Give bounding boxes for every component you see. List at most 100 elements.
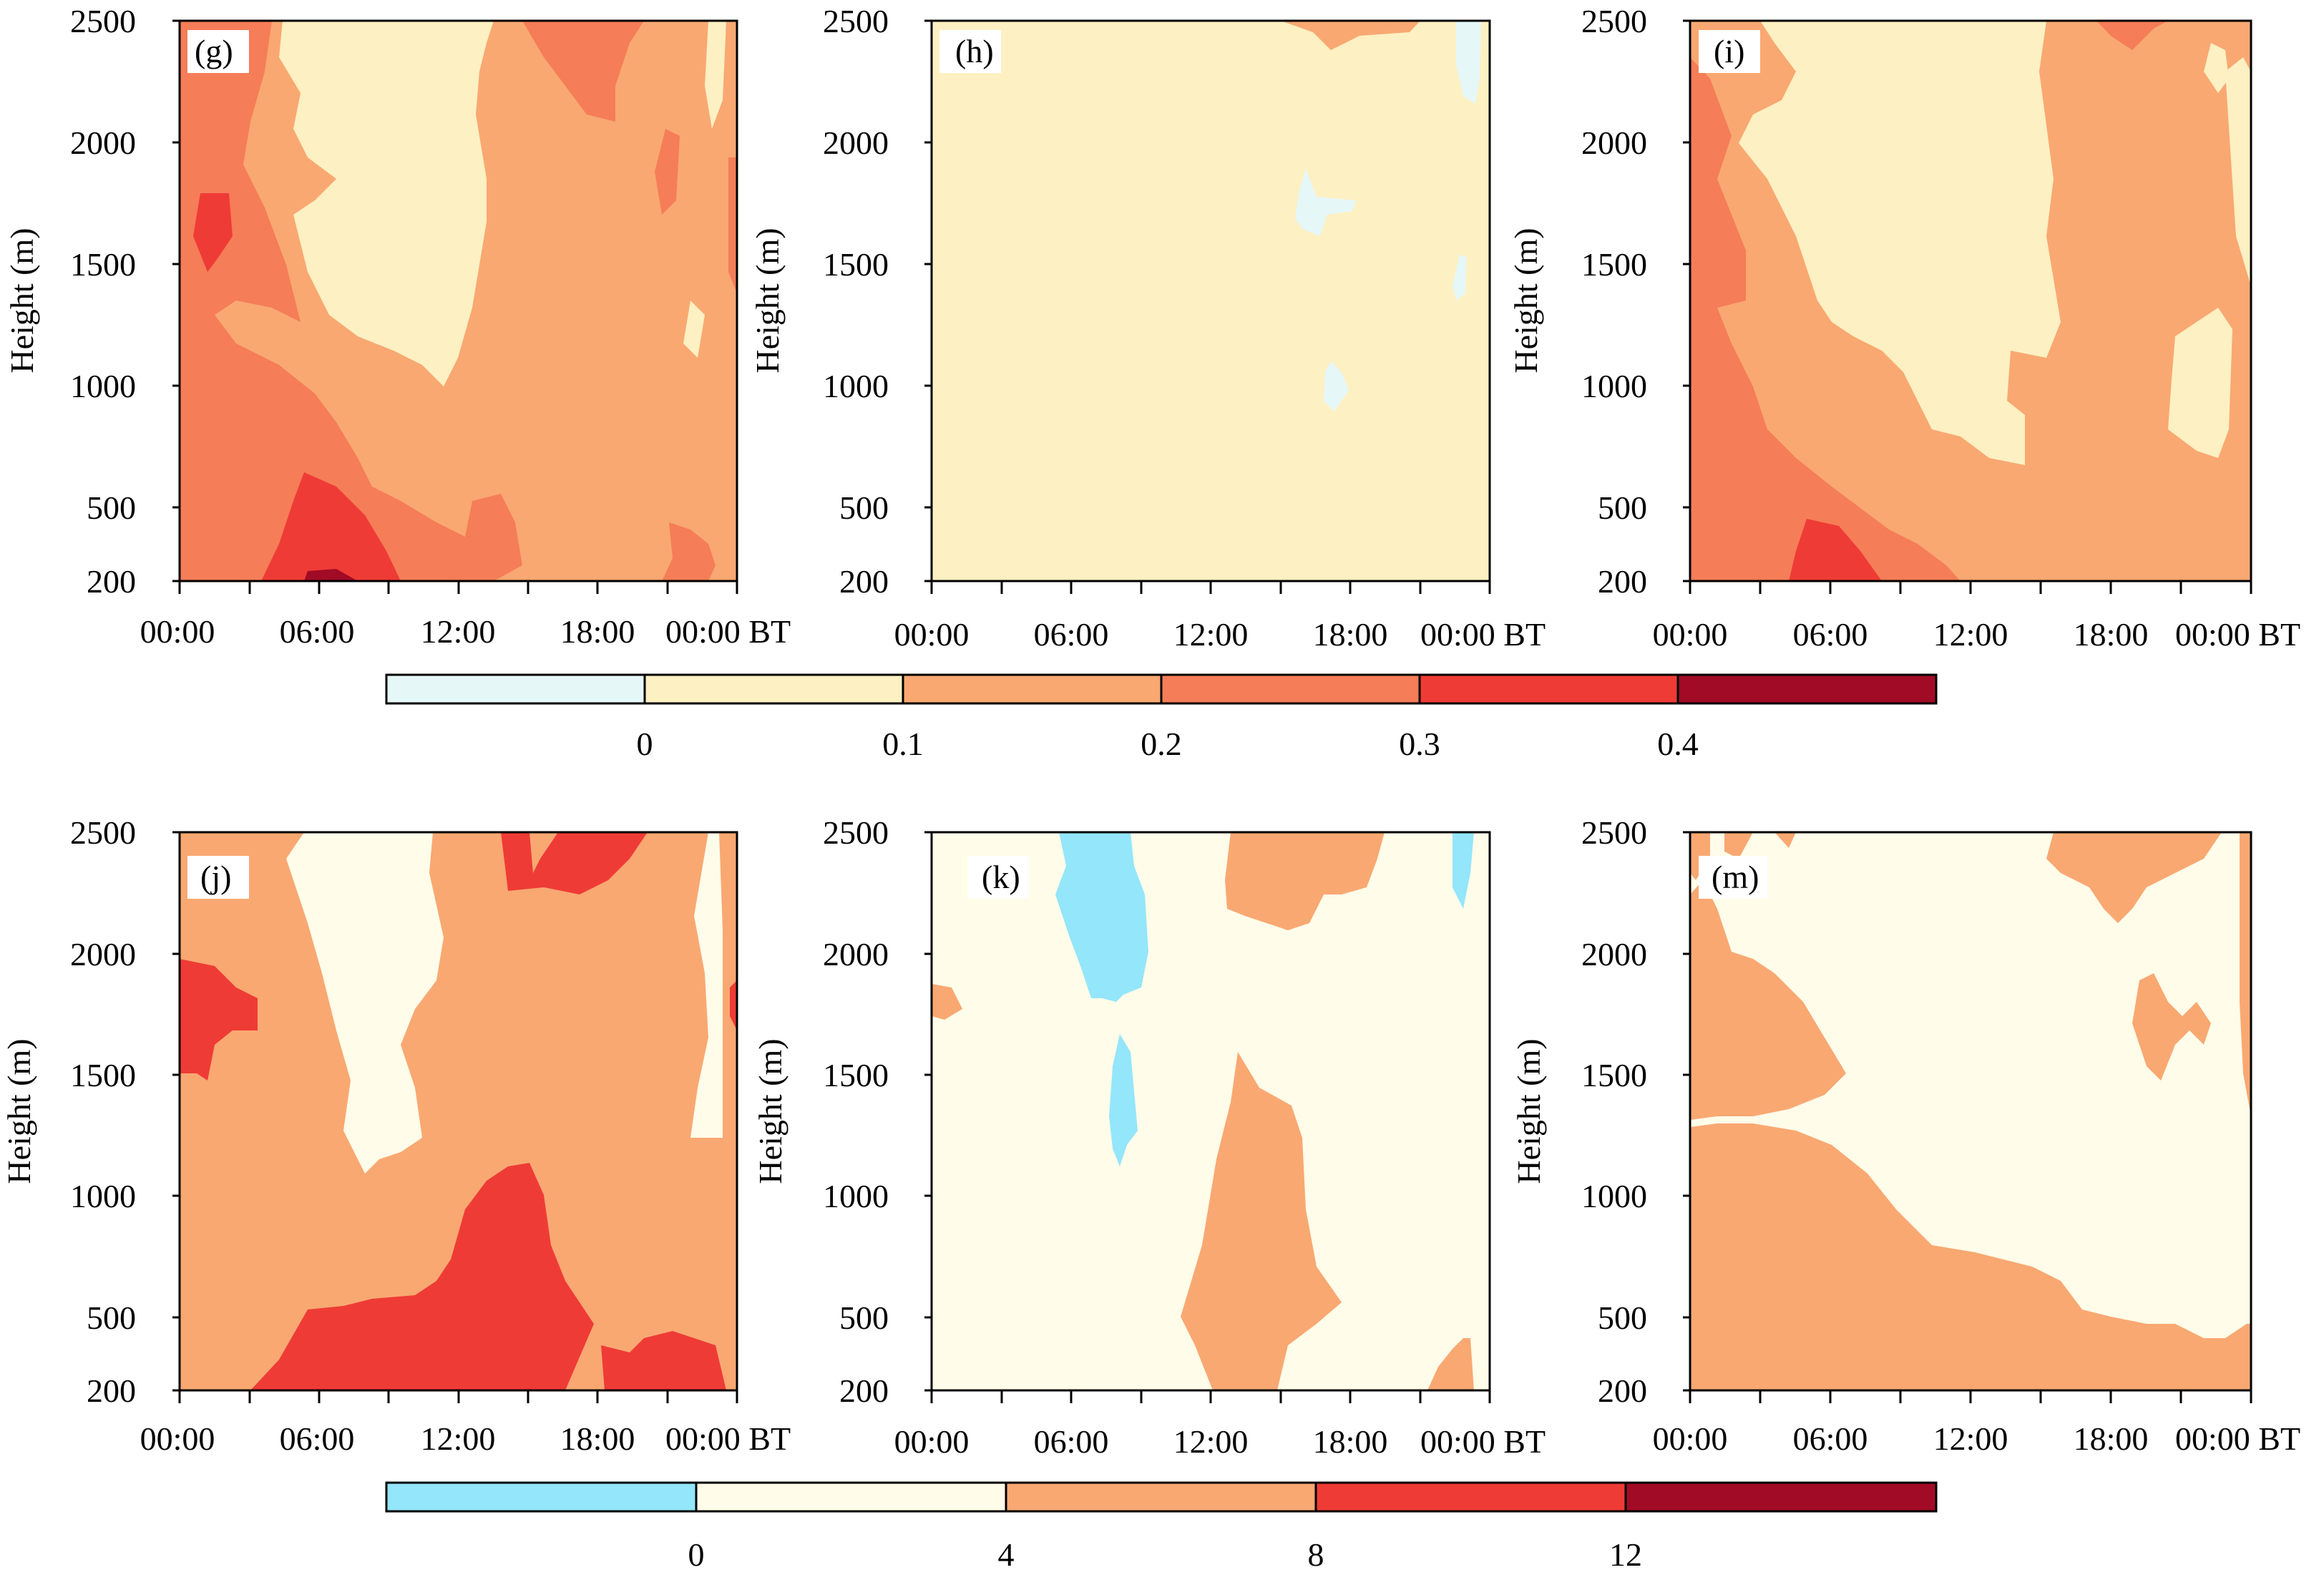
x-tick-label: 00:00 [894, 616, 970, 653]
y-axis-label: Height (m) [749, 228, 786, 373]
x-tick-label: 12:00 [1933, 1420, 2008, 1457]
x-tick-label: 00:00 [1653, 616, 1728, 653]
colorbar-label: 12 [1609, 1536, 1642, 1573]
region-fill [2240, 832, 2251, 1116]
x-axis: 00:00 06:00 12:00 18:00 00:00 BT [894, 581, 1546, 653]
panel-label-box [187, 856, 249, 899]
x-tick-label: 12:00 [1173, 616, 1249, 653]
x-axis: 00:00 06:00 12:00 18:00 00:00 BT [140, 581, 791, 650]
region-fill [728, 157, 737, 293]
region-fill [1789, 519, 1882, 581]
y-axis: 2500 2000 1500 1000 500 200 Height (m) [749, 3, 932, 600]
panel-j: (j) 2500 2000 1500 1000 500 200 Height (… [1, 814, 791, 1457]
region-fill [1690, 880, 1846, 1120]
region-fill [2168, 308, 2232, 458]
x-tick-label: 18:00 [560, 613, 635, 650]
y-axis-label: Height (m) [752, 1038, 788, 1184]
y-tick-label: 200 [87, 1372, 136, 1409]
y-tick-label: 1500 [823, 1057, 889, 1093]
colorbar-label: 4 [998, 1536, 1015, 1573]
region-fill [1181, 1052, 1342, 1390]
colorbar-swatch [1005, 1481, 1317, 1513]
x-tick-label: 00:00 [140, 1420, 215, 1457]
x-tick-label: 18:00 [1313, 616, 1388, 653]
y-tick-label: 2000 [823, 936, 889, 972]
y-tick-label: 1500 [70, 1057, 136, 1093]
region-fill [286, 832, 444, 1174]
y-tick-label: 2500 [70, 3, 136, 39]
region-fill [2096, 21, 2168, 50]
y-tick-label: 1500 [1581, 246, 1647, 283]
x-tick-label: 18:00 [560, 1420, 635, 1457]
x-axis: 00:00 06:00 12:00 18:00 00:00 BT [140, 1390, 791, 1457]
region-fill [1452, 832, 1474, 909]
x-tick-label: 00:00 [894, 1423, 970, 1460]
region-fill [180, 959, 258, 1081]
colorbar-label: 0.2 [1141, 726, 1182, 762]
x-tick-label: 18:00 [1313, 1423, 1388, 1460]
y-tick-label: 200 [839, 1372, 889, 1409]
x-tick-label: 06:00 [1793, 616, 1868, 653]
x-tick-label: 12:00 [421, 1420, 496, 1457]
y-axis: 2500 2000 1500 1000 500 200 Height (m) [1510, 814, 1690, 1409]
y-tick-label: 2000 [70, 936, 136, 972]
region-fill [1690, 1123, 2251, 1390]
colorbar-swatch [1160, 673, 1421, 705]
region-fill [662, 522, 716, 581]
panel-label-box [1699, 856, 1767, 899]
colorbar-label: 8 [1308, 1536, 1324, 1573]
region-fill [501, 832, 648, 894]
region-fill [1225, 832, 1385, 930]
y-tick-label: 1000 [70, 1178, 136, 1214]
x-tick-label: 00:00 BT [1420, 616, 1546, 653]
y-tick-label: 1000 [70, 368, 136, 404]
y-tick-label: 200 [839, 563, 889, 600]
colorbar-swatch [695, 1481, 1007, 1513]
y-tick-label: 500 [1598, 1299, 1647, 1336]
region-fill [730, 980, 737, 1030]
x-axis: 00:00 06:00 12:00 18:00 00:00 BT [1653, 581, 2300, 653]
y-tick-label: 1500 [1581, 1057, 1647, 1093]
panel-k: (k) 2500 2000 1500 1000 500 200 Height (… [752, 814, 1546, 1460]
x-tick-label: 06:00 [1793, 1420, 1868, 1457]
y-axis: 2500 2000 1500 1000 500 200 Height (m) [1508, 3, 1690, 600]
colorbar-label: 0.3 [1399, 726, 1440, 762]
colorbar-label: 0 [637, 726, 653, 762]
colorbar-swatch [1314, 1481, 1627, 1513]
region-fill [932, 21, 1490, 581]
x-tick-label: 06:00 [280, 1420, 355, 1457]
region-fill [683, 301, 705, 358]
y-tick-label: 500 [839, 1299, 889, 1336]
region-fill [304, 569, 358, 581]
panel-label: (k) [982, 859, 1020, 895]
y-axis-label: Height (m) [1508, 228, 1544, 373]
x-axis: 00:00 06:00 12:00 18:00 00:00 BT [894, 1390, 1546, 1460]
y-tick-label: 2500 [70, 814, 136, 851]
colorbar-swatch [643, 673, 904, 705]
y-tick-label: 200 [1598, 563, 1647, 600]
x-tick-label: 00:00 BT [665, 613, 791, 650]
y-tick-label: 2500 [823, 3, 889, 39]
y-tick-label: 1500 [823, 246, 889, 283]
colorbar-swatch [902, 673, 1163, 705]
x-tick-label: 06:00 [1034, 1423, 1109, 1460]
region-fill [1295, 168, 1356, 236]
region-fill [690, 832, 723, 1138]
y-tick-label: 500 [87, 1299, 136, 1336]
y-tick-label: 2500 [1581, 3, 1647, 39]
region-fill [1452, 254, 1467, 301]
colorbar-swatch [1624, 1481, 1938, 1513]
colorbar-bottom: 0 4 8 12 [385, 1481, 1938, 1573]
panel-h: (h) 2500 2000 1500 1000 500 200 Height (… [749, 3, 1546, 653]
y-tick-label: 500 [1598, 489, 1647, 526]
y-tick-label: 200 [1598, 1372, 1647, 1409]
x-tick-label: 00:00 [140, 613, 215, 650]
x-tick-label: 12:00 [1173, 1423, 1249, 1460]
panel-g: (g) 2500 2000 1500 1000 500 200 Height (… [4, 3, 791, 650]
region-fill [261, 472, 401, 581]
region-fill [1774, 832, 1796, 848]
panel-label: (j) [200, 859, 231, 895]
y-axis: 2500 2000 1500 1000 500 200 Height (m) [752, 814, 932, 1409]
region-fill [2132, 973, 2211, 1081]
x-tick-label: 00:00 BT [665, 1420, 791, 1457]
